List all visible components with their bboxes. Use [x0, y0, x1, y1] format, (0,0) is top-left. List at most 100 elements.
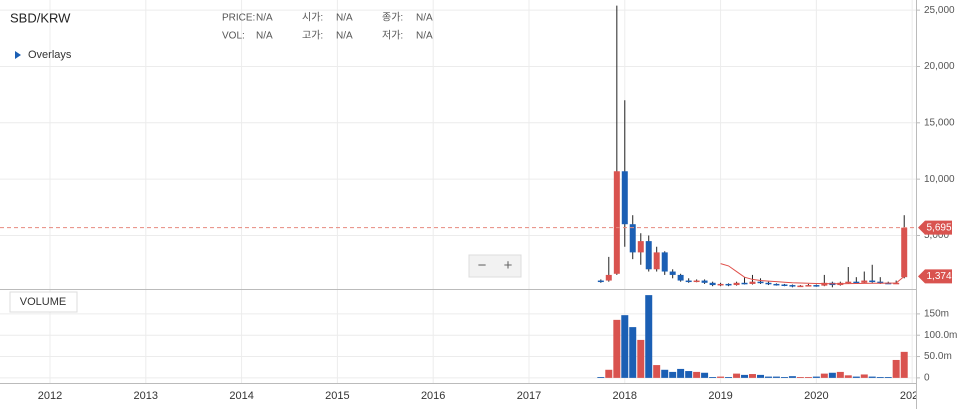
candle-body — [701, 280, 708, 283]
volume-bar — [868, 376, 876, 378]
candle-body — [845, 281, 852, 284]
zoom-out[interactable]: − — [478, 257, 487, 274]
candle-body — [805, 285, 812, 287]
candle-body — [893, 282, 900, 285]
x-tick-label: 2013 — [134, 390, 158, 402]
volume-bar — [748, 374, 756, 378]
price-tag — [918, 269, 952, 284]
candle-body — [877, 281, 884, 284]
volume-bar — [764, 376, 772, 378]
candle-body — [853, 281, 860, 284]
volume-bar — [733, 373, 741, 378]
candle-body — [901, 227, 908, 278]
candle-body — [749, 281, 756, 284]
volume-bar — [597, 377, 605, 378]
volume-bar — [780, 377, 788, 378]
y-tick-label: 20,000 — [924, 61, 955, 72]
info-value: N/A — [256, 31, 273, 42]
candle-body — [789, 285, 796, 287]
volume-bar — [844, 375, 852, 378]
volume-bar — [892, 359, 900, 378]
x-tick-label: 2019 — [708, 390, 732, 402]
volume-bar — [757, 374, 765, 378]
volume-bar — [772, 376, 780, 378]
volume-bar — [669, 371, 677, 378]
overlay-line — [720, 263, 905, 285]
candle-body — [869, 280, 876, 283]
candle-body — [821, 282, 828, 286]
candle-body — [773, 283, 780, 286]
volume-bar — [621, 315, 629, 378]
volume-label: VOLUME — [20, 296, 66, 308]
y-tick-label: 5,000 — [924, 230, 949, 241]
info-label: 시가: — [302, 12, 323, 24]
overlays-toggle[interactable]: Overlays — [28, 49, 72, 61]
candle-body — [637, 241, 644, 253]
candle-body — [685, 280, 692, 283]
candle-body — [669, 271, 676, 275]
candle-body — [621, 171, 628, 225]
volume-bar — [852, 376, 860, 378]
y-tick-label: 10,000 — [924, 174, 955, 185]
candle-body — [725, 283, 732, 286]
volume-bar — [876, 377, 884, 378]
info-label: VOL: — [222, 31, 245, 42]
volume-bar — [677, 368, 685, 378]
x-tick-label: 2016 — [421, 390, 445, 402]
volume-bar — [701, 372, 709, 378]
candle-body — [709, 282, 716, 286]
x-tick-label: 2021 — [900, 390, 924, 402]
info-value: N/A — [336, 31, 353, 42]
candle-body — [797, 285, 804, 288]
candle-body — [693, 280, 700, 283]
info-value: N/A — [256, 13, 273, 24]
y-tick-label: 25,000 — [924, 5, 955, 16]
zoom-controls — [468, 254, 522, 278]
volume-bar — [741, 374, 749, 378]
volume-bar — [685, 371, 693, 378]
candle-body — [677, 274, 684, 281]
candle-body — [629, 224, 636, 253]
candle-body — [717, 283, 724, 286]
candle-body — [741, 282, 748, 285]
info-label: PRICE: — [222, 13, 255, 24]
overlays-arrow[interactable] — [15, 51, 21, 59]
volume-bar — [725, 377, 733, 378]
candle-body — [597, 280, 604, 283]
y-tick-label: 150m — [924, 309, 949, 320]
x-tick-label: 2017 — [517, 390, 541, 402]
volume-bar — [709, 377, 717, 378]
y-tick-label: 100.0m — [924, 330, 957, 341]
x-tick-label: 2020 — [804, 390, 828, 402]
volume-bar — [613, 319, 621, 378]
zoom-in[interactable]: + — [504, 257, 513, 274]
volume-bar — [900, 351, 908, 378]
volume-bar — [717, 376, 725, 378]
candle-body — [861, 280, 868, 283]
volume-bar — [836, 371, 844, 378]
volume-bar — [629, 327, 637, 378]
volume-bar — [605, 369, 613, 378]
candle-body — [733, 282, 740, 286]
candle-body — [765, 282, 772, 285]
candle-body — [757, 281, 764, 284]
volume-bar — [884, 377, 892, 378]
volume-bar — [693, 371, 701, 378]
candle-body — [813, 285, 820, 287]
volume-label-box — [9, 291, 78, 313]
x-axis: 2012 2013 2014 2015 2016 2017 2018 2019 2020 2021 — [38, 390, 924, 402]
price-tag — [918, 220, 952, 235]
y-tick-label: 0 — [924, 373, 930, 384]
y-tick-label: 15,000 — [924, 117, 955, 128]
info-label: 고가: — [302, 30, 323, 42]
volume-bar — [796, 377, 804, 378]
info-value: N/A — [416, 31, 433, 42]
candle-body — [661, 252, 668, 272]
volume-bar — [828, 372, 836, 378]
volume-bar — [653, 365, 661, 378]
candle-body — [613, 171, 620, 274]
info-label: 종가: — [382, 12, 403, 24]
y-tick-label: 50.0m — [924, 351, 952, 362]
